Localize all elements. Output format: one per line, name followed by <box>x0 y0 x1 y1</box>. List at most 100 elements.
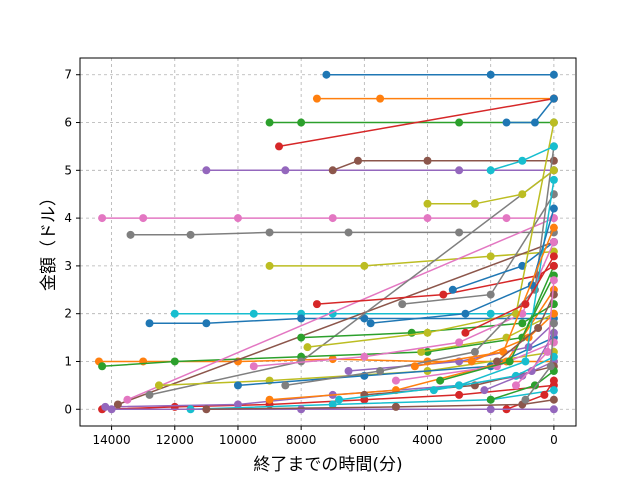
data-point <box>170 309 179 318</box>
y-tick-label: 7 <box>64 68 72 82</box>
data-point <box>233 214 242 223</box>
y-tick-label: 0 <box>64 402 72 416</box>
data-point <box>549 338 558 347</box>
data-point <box>297 118 306 127</box>
data-point <box>366 319 375 328</box>
series-line <box>102 384 554 411</box>
x-tick-label: 14000 <box>92 433 130 447</box>
data-point <box>98 214 107 223</box>
data-point <box>202 319 211 328</box>
data-point <box>145 390 154 399</box>
data-point <box>98 362 107 371</box>
data-point <box>335 395 344 404</box>
data-point <box>233 381 242 390</box>
data-point <box>549 94 558 103</box>
data-point <box>322 70 331 79</box>
series-line <box>269 250 554 267</box>
data-point <box>534 324 543 333</box>
y-tick-label: 6 <box>64 116 72 130</box>
data-point <box>549 142 558 151</box>
data-point <box>543 347 552 356</box>
data-point <box>455 390 464 399</box>
data-point <box>549 252 558 261</box>
data-point <box>486 166 495 175</box>
data-point <box>455 228 464 237</box>
data-point <box>549 376 558 385</box>
data-point <box>328 166 337 175</box>
data-point <box>546 362 555 371</box>
data-point <box>281 166 290 175</box>
data-point <box>328 400 337 409</box>
series-line <box>339 179 555 401</box>
data-point <box>502 118 511 127</box>
data-point <box>455 338 464 347</box>
data-point <box>186 230 195 239</box>
data-point <box>249 362 258 371</box>
data-point <box>486 405 495 414</box>
y-tick-label: 5 <box>64 163 72 177</box>
data-point <box>549 166 558 175</box>
data-point <box>549 223 558 232</box>
data-point <box>423 199 432 208</box>
data-point <box>233 400 242 409</box>
data-point <box>470 199 479 208</box>
data-point <box>480 386 489 395</box>
data-point <box>549 319 558 328</box>
data-point <box>549 261 558 270</box>
data-point <box>549 395 558 404</box>
data-point <box>101 402 110 411</box>
data-point <box>549 405 558 414</box>
data-point <box>139 214 148 223</box>
data-point <box>113 400 122 409</box>
plot-frame <box>79 57 577 427</box>
data-point <box>312 300 321 309</box>
data-point <box>297 333 306 342</box>
data-point <box>518 156 527 165</box>
data-point <box>297 405 306 414</box>
plot-area: 14000 12000 10000 8000 6000 4000 2000 0 0 1 2 3 4 5 6 7 <box>64 57 577 447</box>
data-point <box>145 319 154 328</box>
data-point <box>275 142 284 151</box>
data-point <box>524 343 533 352</box>
data-point <box>154 381 163 390</box>
data-point <box>265 228 274 237</box>
series-line <box>370 208 555 324</box>
x-tick-label: 8000 <box>286 433 317 447</box>
data-point <box>521 300 530 309</box>
data-point <box>505 357 514 366</box>
data-point <box>360 261 369 270</box>
y-tick-label: 2 <box>64 307 72 321</box>
series-line <box>117 241 555 406</box>
data-point <box>486 70 495 79</box>
data-point <box>281 381 290 390</box>
data-point <box>467 357 476 366</box>
data-point <box>344 228 353 237</box>
series-line <box>127 217 555 401</box>
data-point <box>518 190 527 199</box>
series-line <box>130 231 554 236</box>
data-point <box>423 328 432 337</box>
data-point <box>423 214 432 223</box>
x-tick-label: 2000 <box>475 433 506 447</box>
y-axis-label: 金額（ドル） <box>39 189 59 291</box>
series-line <box>332 160 554 172</box>
x-tick-label: 10000 <box>219 433 257 447</box>
data-point <box>511 381 520 390</box>
y-tick-label: 4 <box>64 211 72 225</box>
data-point <box>249 309 258 318</box>
series-line <box>301 303 555 339</box>
series-line <box>278 97 555 148</box>
series-line <box>307 122 555 348</box>
data-point <box>455 118 464 127</box>
data-point <box>493 357 502 366</box>
data-point <box>530 118 539 127</box>
series-line <box>190 389 555 411</box>
x-tick-label: 4000 <box>412 433 443 447</box>
data-point <box>540 390 549 399</box>
series-line <box>206 398 555 411</box>
data-point <box>410 362 419 371</box>
series-line <box>427 169 555 205</box>
data-point <box>502 214 511 223</box>
data-point <box>549 290 558 299</box>
data-point <box>549 386 558 395</box>
